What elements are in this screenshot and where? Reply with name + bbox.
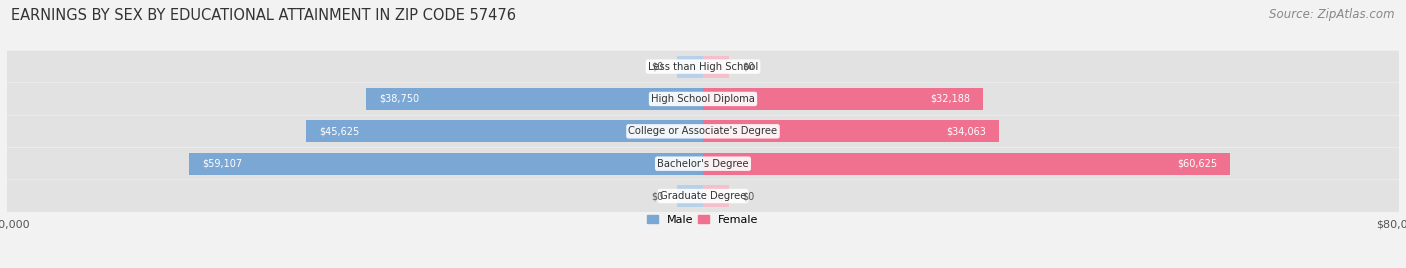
Bar bbox=[366, 88, 703, 110]
FancyBboxPatch shape bbox=[7, 148, 1399, 180]
Text: Less than High School: Less than High School bbox=[648, 62, 758, 72]
Text: EARNINGS BY SEX BY EDUCATIONAL ATTAINMENT IN ZIP CODE 57476: EARNINGS BY SEX BY EDUCATIONAL ATTAINMEN… bbox=[11, 8, 516, 23]
Text: $38,750: $38,750 bbox=[380, 94, 419, 104]
Bar bbox=[703, 185, 730, 207]
FancyBboxPatch shape bbox=[7, 116, 1399, 147]
FancyBboxPatch shape bbox=[7, 51, 1399, 83]
FancyBboxPatch shape bbox=[7, 83, 1399, 115]
Text: Source: ZipAtlas.com: Source: ZipAtlas.com bbox=[1270, 8, 1395, 21]
Text: $0: $0 bbox=[651, 62, 664, 72]
Text: $0: $0 bbox=[651, 191, 664, 201]
Text: College or Associate's Degree: College or Associate's Degree bbox=[628, 126, 778, 136]
Legend: Male, Female: Male, Female bbox=[647, 215, 759, 225]
Text: High School Diploma: High School Diploma bbox=[651, 94, 755, 104]
Text: $59,107: $59,107 bbox=[202, 159, 242, 169]
Bar bbox=[703, 153, 1230, 175]
Text: $45,625: $45,625 bbox=[319, 126, 360, 136]
Bar bbox=[676, 185, 703, 207]
Text: $34,063: $34,063 bbox=[946, 126, 986, 136]
Text: $0: $0 bbox=[742, 62, 755, 72]
Bar bbox=[188, 153, 703, 175]
Text: Graduate Degree: Graduate Degree bbox=[659, 191, 747, 201]
FancyBboxPatch shape bbox=[7, 180, 1399, 212]
Bar bbox=[703, 55, 730, 78]
Bar bbox=[307, 120, 703, 142]
Bar bbox=[703, 88, 983, 110]
Bar bbox=[676, 55, 703, 78]
Text: $60,625: $60,625 bbox=[1177, 159, 1218, 169]
Text: Bachelor's Degree: Bachelor's Degree bbox=[657, 159, 749, 169]
Text: $32,188: $32,188 bbox=[929, 94, 970, 104]
Text: $0: $0 bbox=[742, 191, 755, 201]
Bar bbox=[703, 120, 1000, 142]
